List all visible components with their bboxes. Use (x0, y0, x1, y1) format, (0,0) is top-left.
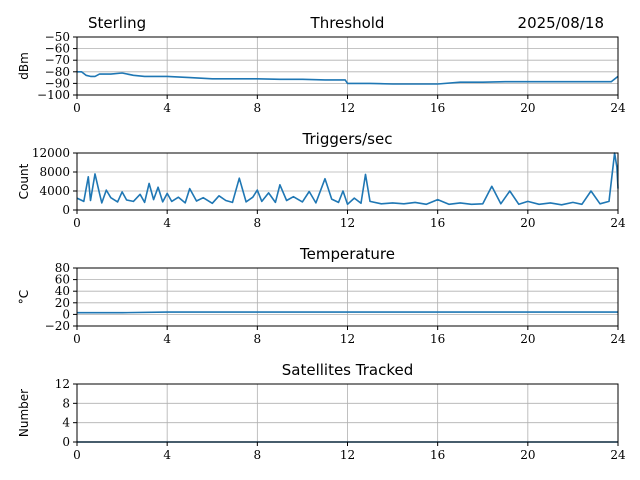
x-tick-label: 4 (163, 332, 171, 346)
y-tick-label: −60 (45, 42, 70, 56)
panel-title: Threshold (310, 14, 385, 32)
y-tick-label: −70 (45, 53, 70, 67)
x-tick-label: 20 (520, 216, 535, 230)
y-tick-label: −50 (45, 30, 70, 44)
y-tick-label: 60 (55, 273, 70, 287)
x-tick-label: 8 (254, 101, 262, 115)
x-tick-label: 8 (254, 216, 262, 230)
y-tick-label: 40 (55, 284, 70, 298)
series-line (77, 71, 619, 85)
x-tick-label: 16 (430, 101, 445, 115)
y-tick-label: 8 (62, 396, 70, 410)
x-tick-label: 12 (340, 448, 355, 462)
location-label: Sterling (88, 14, 146, 32)
y-tick-label: 80 (55, 261, 70, 275)
y-tick-label: 4000 (39, 184, 70, 198)
y-tick-label: 0 (62, 307, 70, 321)
x-tick-label: 0 (73, 448, 81, 462)
y-axis-label: °C (17, 290, 31, 304)
date-label: 2025/08/18 (518, 14, 604, 32)
x-tick-label: 20 (520, 332, 535, 346)
y-tick-label: 0 (62, 435, 70, 449)
x-tick-label: 4 (163, 448, 171, 462)
panel-title: Satellites Tracked (282, 361, 413, 379)
x-tick-label: 20 (520, 101, 535, 115)
y-tick-label: 0 (62, 203, 70, 217)
y-axis-label: Count (17, 163, 31, 199)
x-tick-label: 12 (340, 101, 355, 115)
x-tick-label: 20 (520, 448, 535, 462)
x-tick-label: 16 (430, 216, 445, 230)
x-tick-label: 8 (254, 448, 262, 462)
panel-title: Triggers/sec (302, 130, 393, 148)
y-axis-label: Number (17, 389, 31, 437)
y-tick-label: 8000 (39, 165, 70, 179)
y-tick-label: 20 (55, 296, 70, 310)
x-tick-label: 24 (610, 101, 626, 115)
y-tick-label: 4 (62, 416, 70, 430)
series-line (76, 152, 619, 206)
x-tick-label: 16 (430, 448, 445, 462)
y-tick-label: −100 (37, 88, 70, 102)
x-tick-label: 12 (340, 332, 355, 346)
series-line (77, 311, 618, 314)
x-tick-label: 8 (254, 332, 262, 346)
y-tick-label: −20 (45, 319, 70, 333)
x-tick-label: 0 (73, 332, 81, 346)
y-axis-label: dBm (17, 52, 31, 80)
y-tick-label: 12 (55, 377, 70, 391)
x-tick-label: 16 (430, 332, 445, 346)
y-tick-label: 12000 (32, 146, 70, 160)
y-tick-label: −80 (45, 65, 70, 79)
x-tick-label: 0 (73, 216, 81, 230)
panel-title: Temperature (299, 245, 395, 263)
x-tick-label: 4 (163, 216, 171, 230)
x-tick-label: 24 (610, 216, 626, 230)
x-tick-label: 24 (610, 448, 626, 462)
x-tick-label: 4 (163, 101, 171, 115)
y-tick-label: −90 (45, 76, 70, 90)
x-tick-label: 12 (340, 216, 355, 230)
x-tick-label: 0 (73, 101, 81, 115)
x-tick-label: 24 (610, 332, 626, 346)
